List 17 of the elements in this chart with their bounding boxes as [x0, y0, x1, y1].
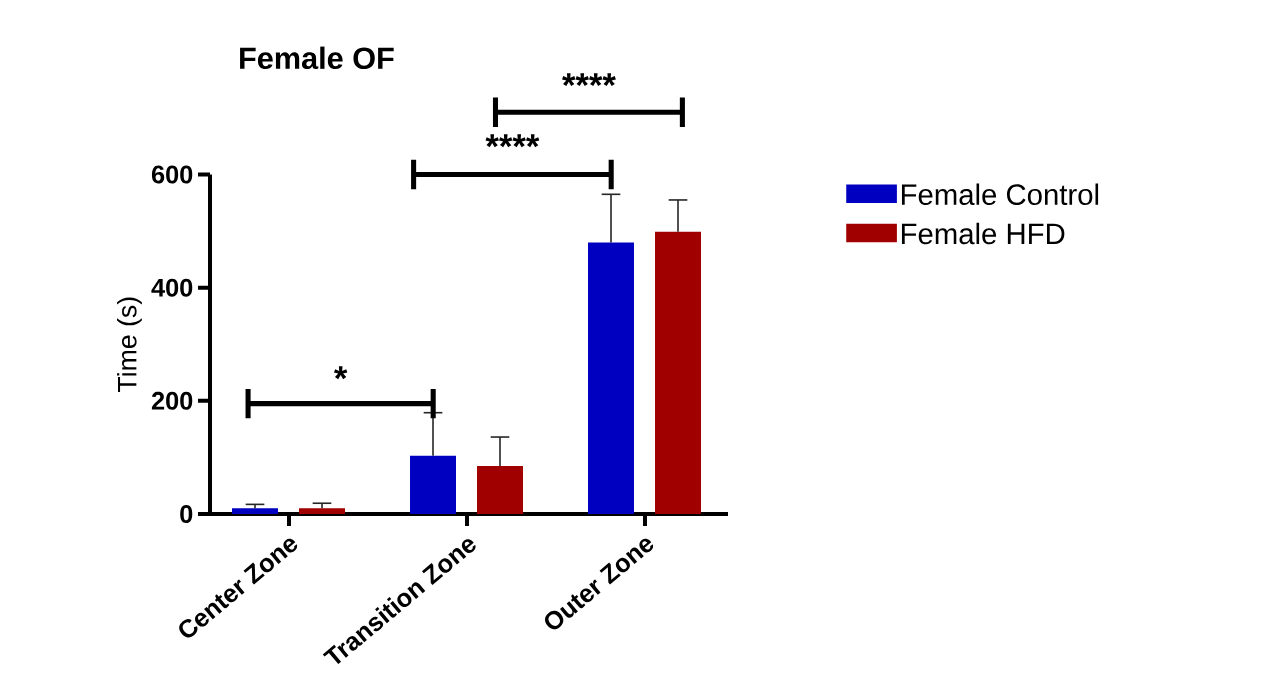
bar	[477, 465, 524, 514]
bar	[655, 231, 702, 514]
y-tick-label: 200	[151, 391, 193, 410]
bar	[410, 455, 457, 514]
y-axis-title: Time (s)	[117, 297, 142, 393]
annotation: *	[333, 366, 348, 380]
y-tick-label: 400	[151, 278, 193, 297]
text: ****	[485, 134, 540, 148]
legend-label: Female Control	[901, 183, 1099, 206]
bar	[232, 508, 279, 514]
bar	[588, 242, 635, 514]
y-tick-label: 600	[151, 165, 193, 184]
text: ****	[562, 73, 616, 87]
bar	[299, 508, 346, 514]
y-tick-label: 0	[180, 505, 193, 523]
chart-title: Female OF	[240, 46, 394, 70]
legend-label: Female HFD	[901, 222, 1065, 245]
